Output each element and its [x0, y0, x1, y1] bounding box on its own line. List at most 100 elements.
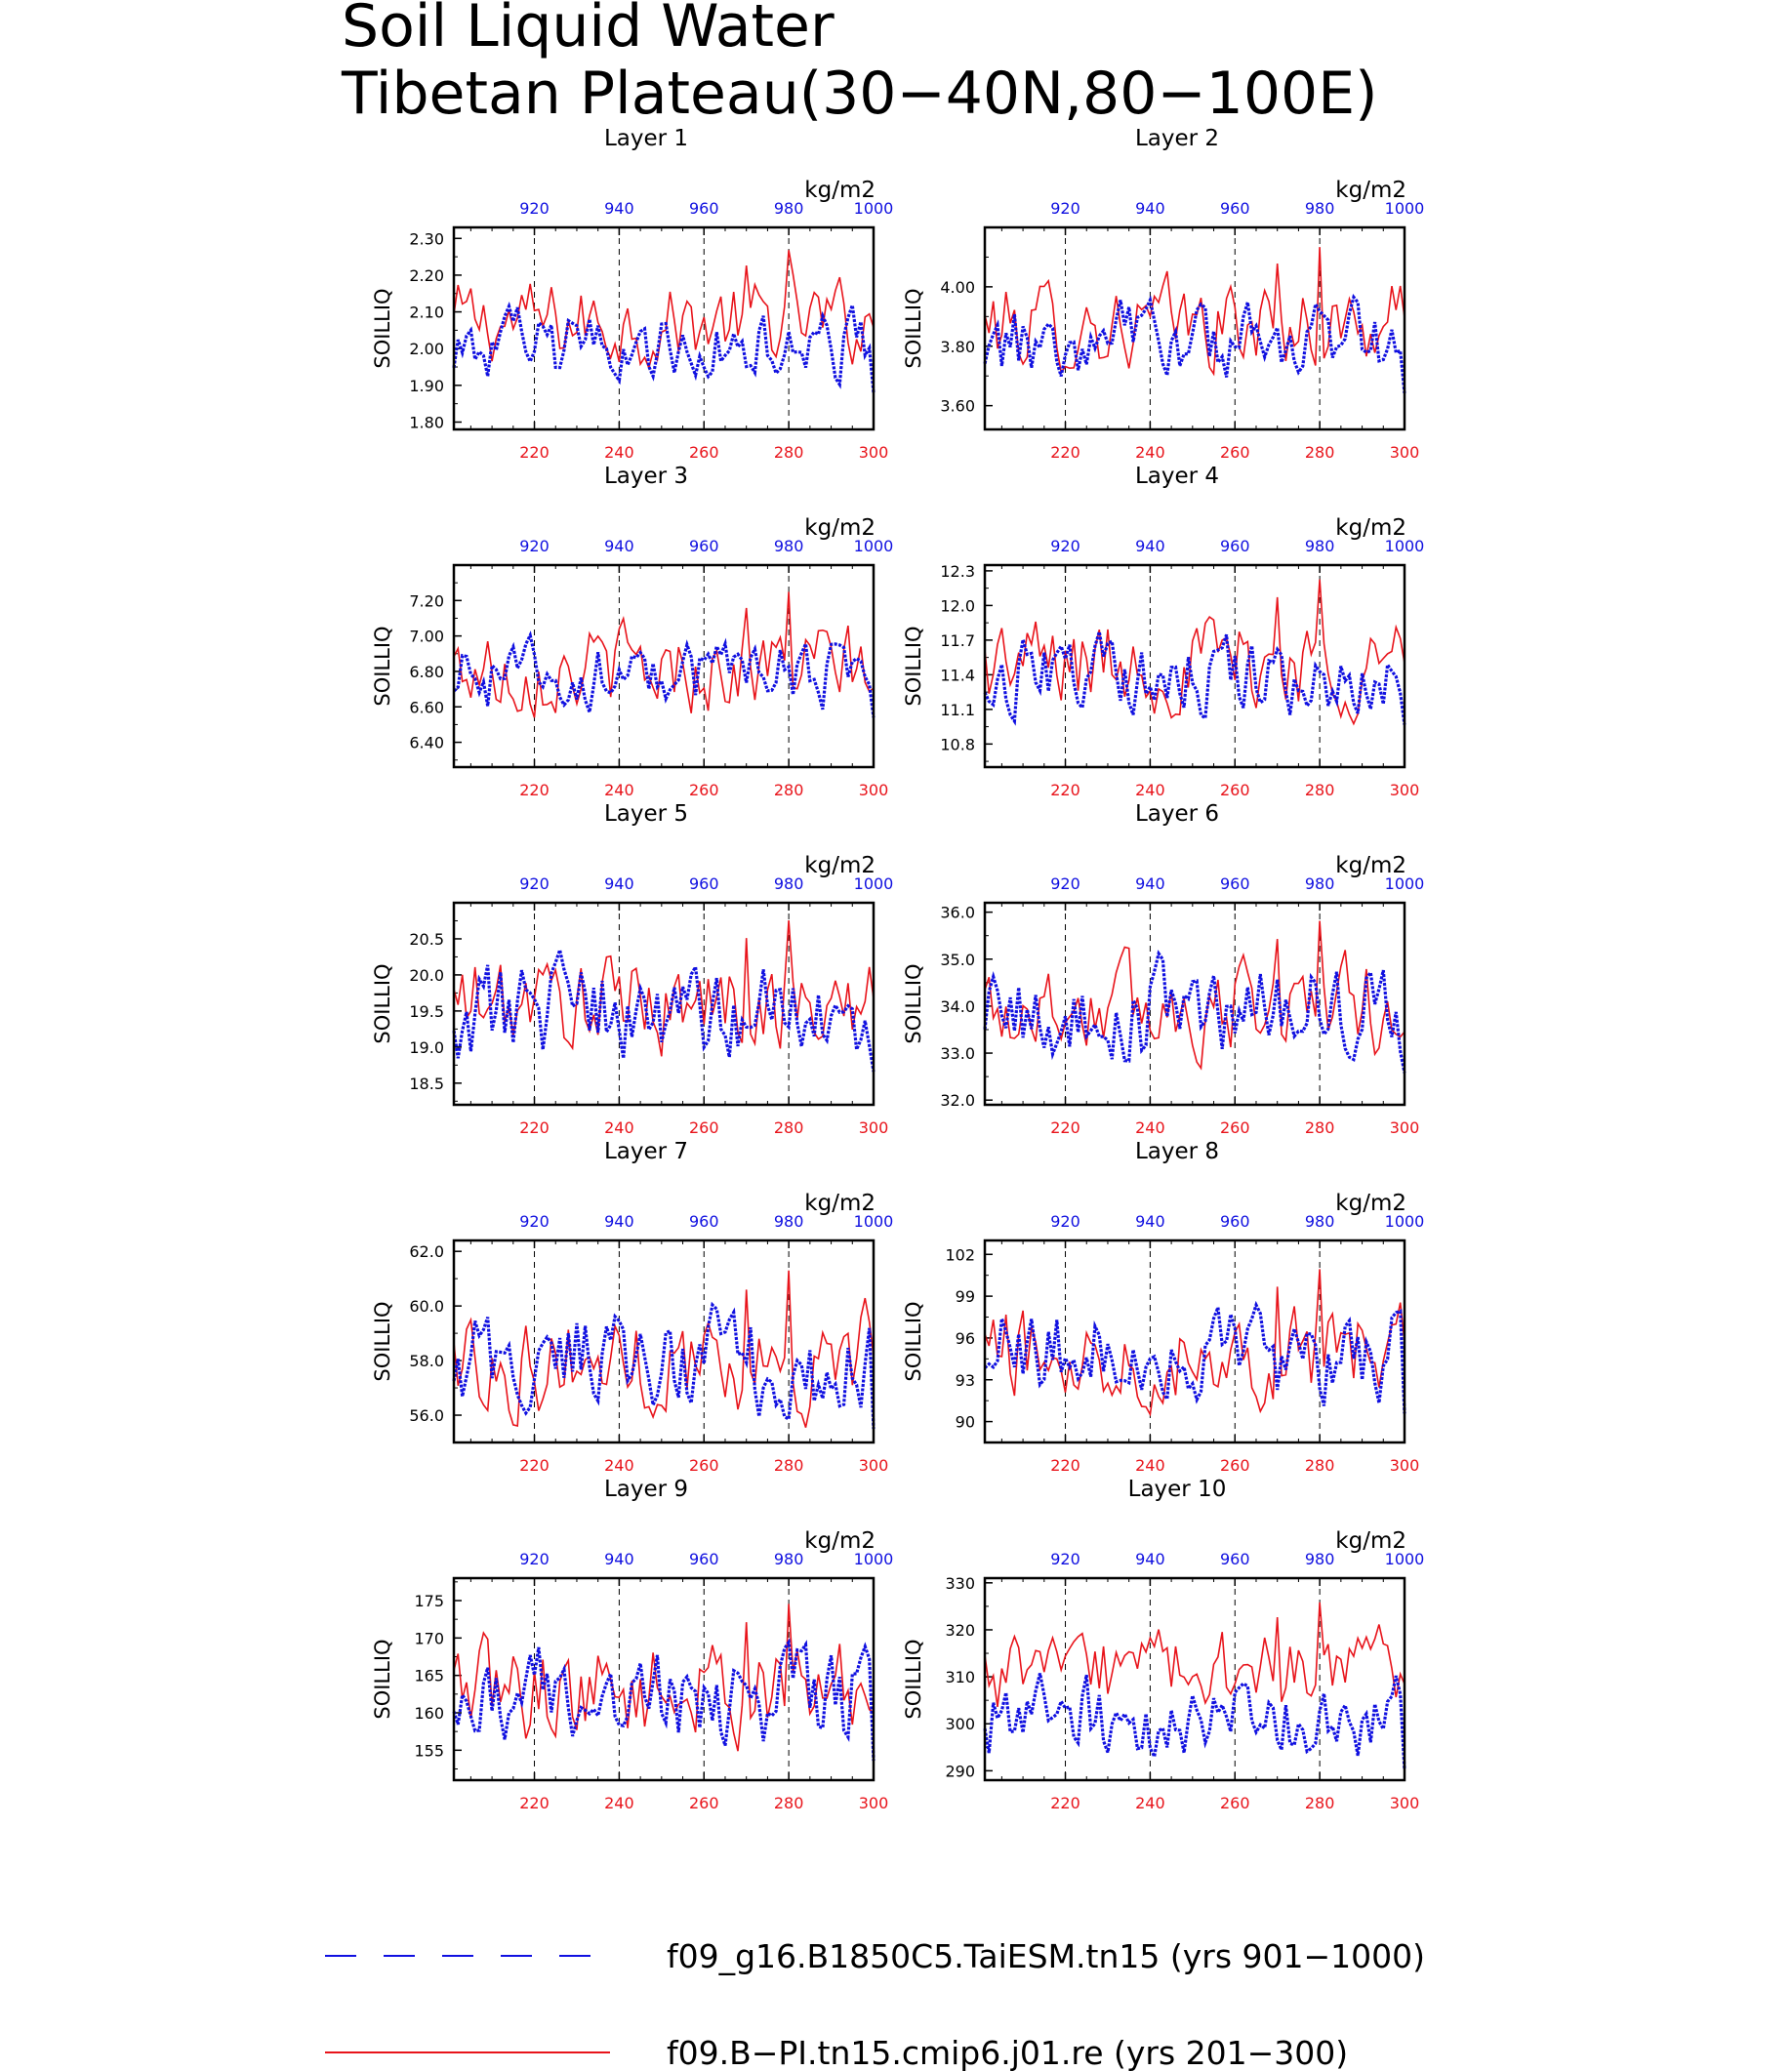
- top-tick-label: 940: [1135, 874, 1165, 893]
- left-tick-label: 99: [956, 1287, 975, 1306]
- left-tick-label: 1.80: [409, 413, 444, 431]
- top-tick-label: 940: [604, 1550, 634, 1568]
- left-tick-label: 36.0: [940, 904, 975, 922]
- bottom-tick-label: 300: [859, 1456, 889, 1475]
- bottom-tick-label: 260: [689, 1794, 719, 1812]
- top-tick-label: 980: [1305, 537, 1335, 555]
- top-axis-unit: kg/m2: [1335, 515, 1406, 541]
- top-tick-label: 1000: [854, 537, 894, 555]
- series-taiesm-line: [452, 1638, 876, 1762]
- bottom-tick-label: 300: [1390, 1118, 1420, 1137]
- top-tick-label: 980: [774, 199, 804, 218]
- bottom-tick-label: 300: [859, 443, 889, 462]
- bottom-tick-label: 260: [689, 443, 719, 462]
- bottom-tick-label: 300: [859, 781, 889, 799]
- panel-layer-5: Layer 5 kg/m2 SOILLIQ 220 240 260 280 300 920 940…: [371, 801, 893, 1137]
- top-tick-label: 940: [1135, 199, 1165, 218]
- top-tick-label: 980: [1305, 1550, 1335, 1568]
- panel-title: Layer 2: [1135, 126, 1219, 151]
- top-tick-label: 960: [1220, 199, 1250, 218]
- top-tick-label: 920: [519, 537, 550, 555]
- panel-layer-4: Layer 4 kg/m2 SOILLIQ 220 240 260 280 300 920 940…: [902, 464, 1424, 799]
- panel-layer-3: Layer 3 kg/m2 SOILLIQ 220 240 260 280 300 920 940…: [371, 464, 893, 799]
- top-tick-label: 920: [1050, 199, 1080, 218]
- series-cmip6-line: [984, 247, 1405, 377]
- bottom-tick-label: 260: [689, 1456, 719, 1475]
- top-tick-label: 960: [689, 874, 719, 893]
- series-taiesm-line: [452, 1301, 876, 1430]
- panel-layer-1: Layer 1 kg/m2 SOILLIQ 220 240 260 280 300 920 940…: [371, 126, 893, 462]
- panel-title: Layer 8: [1135, 1139, 1219, 1164]
- bottom-tick-label: 240: [1135, 781, 1165, 799]
- bottom-tick-label: 280: [774, 1794, 804, 1812]
- top-tick-label: 960: [1220, 874, 1250, 893]
- series-cmip6-line: [984, 579, 1405, 726]
- bottom-tick-label: 260: [689, 781, 719, 799]
- left-tick-label: 2.20: [409, 266, 444, 285]
- panel-title: Layer 3: [604, 464, 688, 489]
- bottom-tick-label: 220: [519, 443, 550, 462]
- panel-title: Layer 7: [604, 1139, 688, 1164]
- left-tick-label: 2.10: [409, 304, 444, 322]
- series-cmip6-line: [984, 1602, 1405, 1708]
- main-title-line-2: Tibetan Plateau(30−40N,80−100E): [341, 60, 1378, 128]
- y-axis-label: SOILLIQ: [902, 963, 925, 1043]
- bottom-tick-label: 240: [604, 443, 634, 462]
- top-tick-label: 920: [1050, 1550, 1080, 1568]
- series-taiesm-line: [983, 294, 1406, 394]
- left-tick-label: 56.0: [409, 1406, 444, 1425]
- left-tick-label: 62.0: [409, 1242, 444, 1261]
- left-tick-label: 35.0: [940, 951, 975, 969]
- bottom-tick-label: 260: [1220, 1118, 1250, 1137]
- bottom-tick-label: 260: [1220, 1456, 1250, 1475]
- series-cmip6-line: [453, 1604, 875, 1752]
- panel-layer-8: Layer 8 kg/m2 SOILLIQ 220 240 260 280 300 920 940…: [902, 1139, 1424, 1475]
- plot-frame: [983, 225, 1406, 431]
- top-axis-unit: kg/m2: [804, 515, 876, 541]
- bottom-tick-label: 280: [1305, 781, 1335, 799]
- bottom-tick-label: 280: [1305, 1794, 1335, 1812]
- top-tick-label: 960: [689, 1550, 719, 1568]
- left-tick-label: 330: [945, 1574, 975, 1593]
- series-cmip6-line: [984, 920, 1405, 1071]
- series-taiesm-line: [452, 301, 876, 393]
- panel-title: Layer 9: [604, 1477, 688, 1502]
- left-tick-label: 19.0: [409, 1038, 444, 1057]
- top-tick-label: 960: [689, 537, 719, 555]
- top-tick-label: 1000: [1385, 199, 1425, 218]
- left-tick-label: 165: [414, 1667, 444, 1685]
- top-tick-label: 960: [689, 199, 719, 218]
- y-axis-label: SOILLIQ: [371, 626, 394, 706]
- panel-layer-2: Layer 2 kg/m2 SOILLIQ 220 240 260 280 300 920 940…: [902, 126, 1424, 462]
- left-tick-label: 290: [945, 1762, 975, 1780]
- top-tick-label: 1000: [1385, 874, 1425, 893]
- left-tick-label: 58.0: [409, 1352, 444, 1370]
- top-tick-label: 940: [604, 1212, 634, 1231]
- bottom-tick-label: 240: [1135, 1794, 1165, 1812]
- top-tick-label: 980: [774, 1212, 804, 1231]
- series-cmip6-line: [453, 920, 875, 1057]
- top-axis-unit: kg/m2: [1335, 853, 1406, 878]
- top-tick-label: 920: [519, 1212, 550, 1231]
- top-tick-label: 920: [519, 199, 550, 218]
- y-axis-label: SOILLIQ: [902, 626, 925, 706]
- left-tick-label: 96: [956, 1329, 975, 1348]
- left-tick-label: 102: [945, 1245, 975, 1264]
- main-title-line-1: Soil Liquid Water: [342, 0, 835, 61]
- bottom-tick-label: 300: [1390, 1794, 1420, 1812]
- top-tick-label: 1000: [854, 874, 894, 893]
- plot-frame: [452, 563, 876, 769]
- left-tick-label: 2.30: [409, 229, 444, 248]
- left-tick-label: 6.80: [409, 663, 444, 681]
- top-tick-label: 920: [519, 874, 550, 893]
- left-tick-label: 310: [945, 1668, 975, 1686]
- bottom-tick-label: 220: [519, 781, 550, 799]
- bottom-tick-label: 300: [1390, 781, 1420, 799]
- top-tick-label: 920: [1050, 874, 1080, 893]
- left-tick-label: 3.60: [940, 397, 975, 416]
- top-tick-label: 960: [1220, 537, 1250, 555]
- top-tick-label: 940: [604, 199, 634, 218]
- left-tick-label: 4.00: [940, 278, 975, 297]
- top-tick-label: 920: [519, 1550, 550, 1568]
- top-tick-label: 940: [604, 874, 634, 893]
